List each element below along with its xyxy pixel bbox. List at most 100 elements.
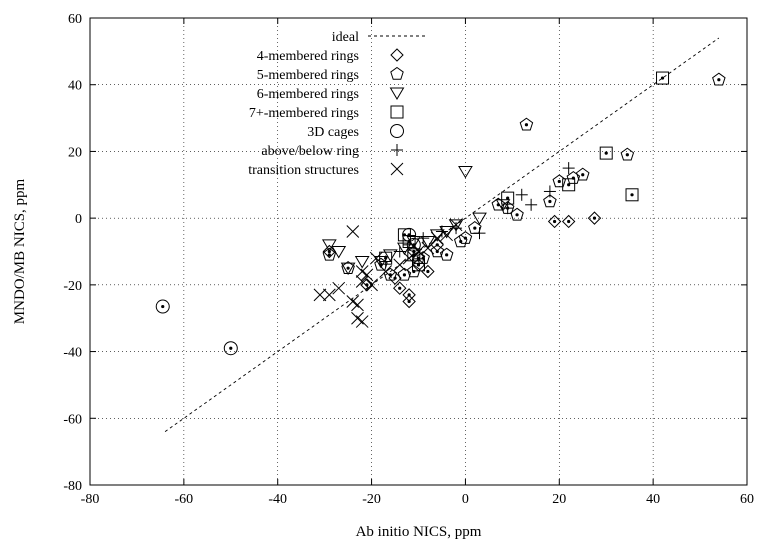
point-diamond [587, 211, 602, 225]
point-triangle-down [331, 246, 347, 259]
point-x [412, 245, 425, 258]
point-triangle-down [340, 262, 356, 276]
series-circle [155, 227, 421, 356]
point-circle [223, 341, 238, 356]
point-triangle-down [354, 256, 370, 269]
point-x [346, 225, 360, 238]
point-circle [155, 299, 170, 314]
series-triangle-down [321, 165, 511, 276]
point-triangle-down [472, 212, 487, 226]
point-pentagon [712, 72, 726, 86]
x-tick-label: -80 [81, 492, 100, 507]
point-x [322, 288, 336, 302]
legend-label: 7+-membered rings [249, 106, 359, 121]
grid-lines [90, 18, 747, 485]
legend-swatch-pentagon [390, 66, 404, 80]
point-x [379, 265, 393, 278]
y-tick-label: -80 [63, 479, 82, 494]
y-tick-label: 40 [68, 79, 82, 94]
x-tick-label: -60 [175, 492, 194, 507]
y-tick-label: -60 [63, 412, 82, 427]
point-x [355, 315, 369, 328]
point-x [313, 288, 327, 302]
legend-label: above/below ring [261, 144, 359, 159]
point-plus [473, 227, 486, 240]
legend-label-ideal: ideal [332, 30, 359, 45]
legend-swatch-plus [391, 144, 403, 156]
x-axis-title: Ab initio NICS, ppm [356, 524, 482, 540]
ideal-line [164, 37, 720, 432]
legend-swatch-diamond [390, 48, 404, 62]
point-diamond [402, 294, 416, 309]
legend-swatch-x [390, 162, 404, 176]
point-plus [435, 225, 448, 238]
point-x [430, 231, 444, 245]
point-x [365, 278, 378, 292]
point-pentagon [439, 247, 454, 261]
point-plus [417, 232, 430, 245]
point-diamond [421, 264, 435, 279]
plot-frame [89, 17, 748, 486]
point-plus [515, 188, 528, 201]
point-triangle-down [382, 249, 398, 262]
point-diamond [561, 214, 576, 229]
y-tick-label: 0 [75, 212, 82, 227]
point-pentagon [519, 117, 534, 131]
point-pentagon [575, 167, 590, 181]
legend-label: transition structures [248, 163, 359, 178]
series-plus [379, 162, 575, 268]
legend-swatch-triangle-down [389, 87, 405, 100]
point-triangle-down [458, 165, 473, 179]
point-x [402, 251, 416, 265]
point-pentagon [510, 207, 524, 221]
series-x [313, 218, 463, 328]
axis-ticks: -80 -60 -40 -20 0 20 40 60 -80 -60 -40 -20 0 20 40 60 [63, 12, 754, 507]
point-plus [379, 255, 392, 268]
point-diamond [547, 214, 562, 229]
data-points [155, 71, 726, 356]
point-plus [525, 198, 538, 211]
y-tick-label: -40 [63, 346, 82, 361]
y-tick-label: 20 [68, 145, 82, 160]
series-square [379, 71, 670, 272]
y-tick-label: -20 [63, 279, 82, 294]
point-plus [393, 245, 406, 258]
point-square [625, 188, 639, 202]
point-pentagon [543, 194, 557, 208]
point-plus [543, 185, 556, 198]
point-x [393, 258, 407, 272]
point-pentagon [322, 247, 337, 261]
point-pentagon [397, 267, 412, 281]
point-diamond [393, 281, 407, 295]
legend-swatch-square [390, 105, 404, 119]
point-plus [562, 162, 575, 175]
y-axis-title: MNDO/MB NICS, ppm [12, 178, 28, 324]
legend-label: 5-membered rings [257, 68, 359, 83]
point-plus [501, 202, 514, 215]
point-triangle-down [420, 235, 436, 249]
x-tick-label: 40 [646, 492, 660, 507]
point-pentagon [458, 231, 473, 244]
point-square [562, 178, 576, 192]
series-diamond [322, 211, 602, 309]
point-triangle-down [448, 219, 464, 232]
legend-label: 6-membered rings [257, 87, 359, 102]
point-x [351, 298, 364, 312]
legend-swatch-circle [390, 124, 404, 138]
point-x [360, 268, 374, 282]
point-pentagon [620, 147, 635, 161]
x-tick-label: 60 [740, 492, 754, 507]
x-tick-label: 0 [462, 492, 469, 507]
point-x [449, 218, 463, 232]
legend: ideal 4-membered rings 5-membered rings 6-m… [248, 30, 428, 178]
point-pentagon [430, 244, 445, 258]
point-x [355, 275, 369, 288]
x-tick-label: 20 [552, 492, 566, 507]
x-tick-label: -20 [362, 492, 381, 507]
legend-label: 3D cages [307, 125, 359, 140]
point-square [412, 258, 425, 272]
x-tick-label: -40 [268, 492, 287, 507]
point-x [369, 251, 383, 265]
ideal-line-group [164, 37, 720, 432]
